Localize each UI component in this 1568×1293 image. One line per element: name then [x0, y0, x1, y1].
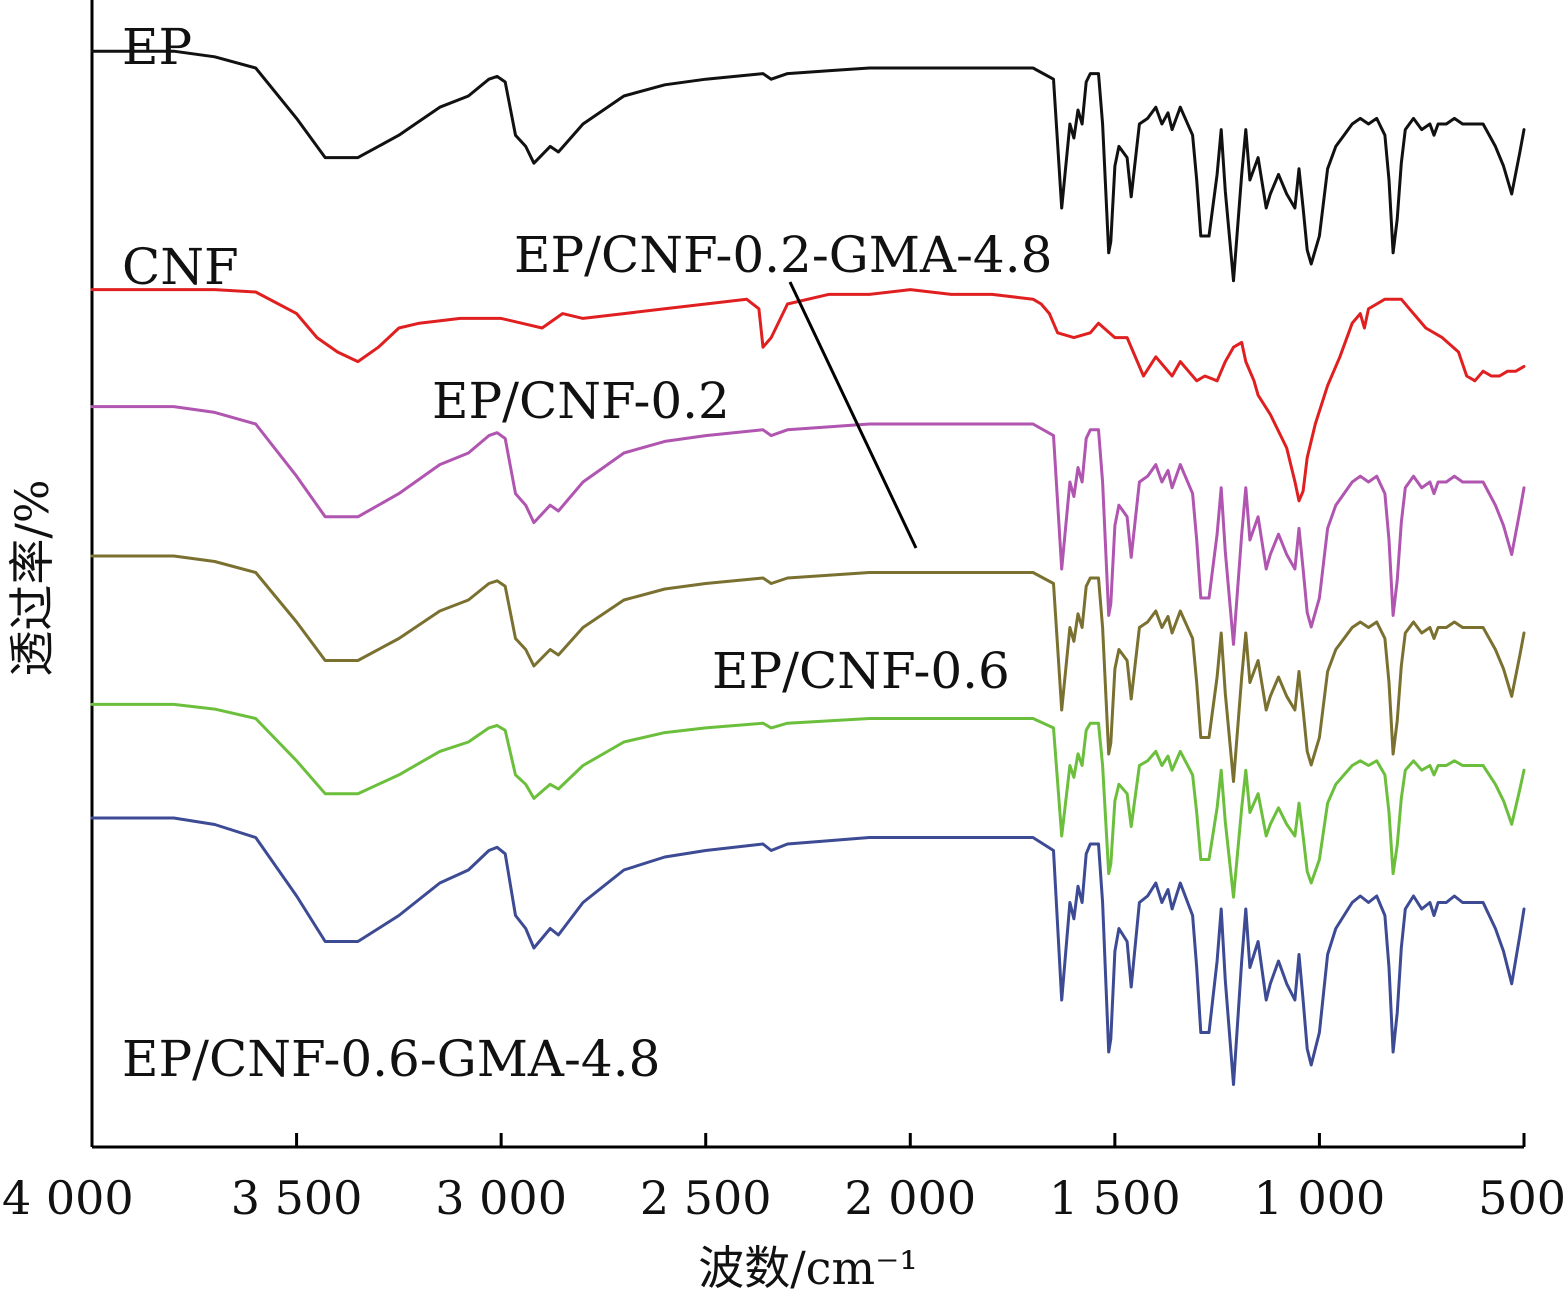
series-labels: EP CNF EP/CNF-0.2 EP/CNF-0.2-GMA-4.8 EP/…	[122, 18, 1052, 1088]
series-label-ep-cnf-0-2-gma-4-8: EP/CNF-0.2-GMA-4.8	[514, 226, 1052, 284]
x-tick-label: 3 500	[231, 1171, 363, 1225]
x-tick-label: 1 000	[1254, 1171, 1386, 1225]
spectrum-line-ep-cnf-0-6	[90, 702, 1526, 899]
series-label-cnf: CNF	[122, 238, 239, 296]
x-tick-label: 3 000	[435, 1171, 567, 1225]
x-axis-title: 波数/cm⁻¹	[698, 1241, 918, 1293]
axes	[90, 0, 1524, 1149]
series-layer	[90, 49, 1526, 1086]
leader-line-ep-cnf-0-2-gma-4-8	[788, 281, 918, 549]
spectrum-line-ep-cnf-0-2	[90, 405, 1526, 646]
x-ticks: 4 000 3 500 3 000 2 500 2 000 1 500 1 000 500	[2, 1133, 1566, 1225]
spectrum-line-ep-cnf-0-2-gma-4-8	[90, 554, 1526, 783]
x-tick-label: 500	[1478, 1171, 1566, 1225]
series-label-ep-cnf-0-2: EP/CNF-0.2	[432, 372, 730, 430]
x-tick-label: 2 500	[640, 1171, 772, 1225]
series-label-ep-cnf-0-6-gma-4-8: EP/CNF-0.6-GMA-4.8	[122, 1030, 660, 1088]
y-axis-title: 透过率/%	[5, 479, 59, 676]
spectrum-line-ep	[90, 49, 1526, 283]
spectrum-line-cnf	[90, 288, 1526, 503]
series-label-ep-cnf-0-6: EP/CNF-0.6	[712, 642, 1010, 700]
spectrum-line-ep-cnf-0-6-gma-4-8	[90, 816, 1526, 1086]
series-label-ep: EP	[122, 18, 192, 76]
x-tick-label: 2 000	[844, 1171, 976, 1225]
x-tick-label: 1 500	[1049, 1171, 1181, 1225]
x-tick-label: 4 000	[2, 1171, 134, 1225]
